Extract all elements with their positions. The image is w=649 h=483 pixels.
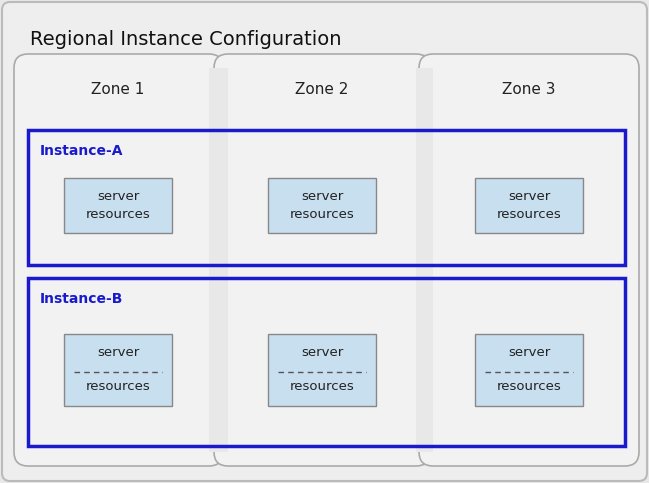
FancyBboxPatch shape — [419, 54, 639, 466]
Text: resources: resources — [86, 209, 151, 222]
Text: Zone 2: Zone 2 — [295, 83, 349, 98]
Bar — [475, 178, 583, 233]
Bar — [64, 334, 172, 406]
Bar — [475, 334, 583, 406]
Text: server: server — [97, 190, 139, 203]
Text: server: server — [508, 345, 550, 358]
Text: server: server — [508, 190, 550, 203]
Text: resources: resources — [86, 380, 151, 393]
Text: resources: resources — [496, 380, 561, 393]
Bar — [64, 178, 172, 233]
Text: resources: resources — [289, 209, 354, 222]
Text: server: server — [301, 190, 343, 203]
Text: Instance-A: Instance-A — [40, 144, 123, 158]
Text: resources: resources — [289, 380, 354, 393]
Bar — [209, 68, 228, 452]
FancyBboxPatch shape — [214, 54, 430, 466]
Text: server: server — [97, 345, 139, 358]
FancyBboxPatch shape — [14, 54, 223, 466]
Text: Zone 3: Zone 3 — [502, 83, 556, 98]
Text: server: server — [301, 345, 343, 358]
Bar — [28, 130, 625, 265]
Bar — [268, 178, 376, 233]
Bar — [416, 68, 433, 452]
Text: Instance-B: Instance-B — [40, 292, 123, 306]
Text: Zone 1: Zone 1 — [92, 83, 145, 98]
Bar — [28, 278, 625, 446]
Bar — [268, 334, 376, 406]
Text: Regional Instance Configuration: Regional Instance Configuration — [30, 30, 341, 49]
Text: resources: resources — [496, 209, 561, 222]
